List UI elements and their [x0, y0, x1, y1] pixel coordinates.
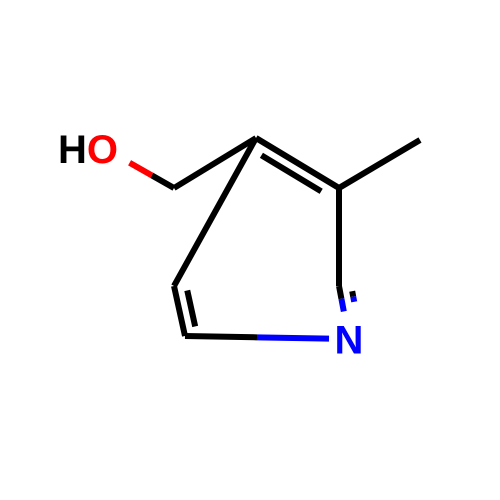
molecule-structure: N HO	[0, 0, 500, 500]
nitrogen-atom-label: N	[335, 319, 364, 363]
hydroxyl-label: HO	[58, 128, 118, 172]
